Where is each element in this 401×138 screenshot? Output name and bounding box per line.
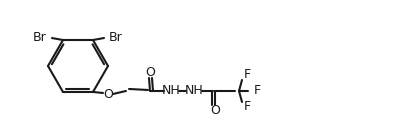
Text: F: F	[243, 100, 250, 113]
Text: F: F	[253, 84, 260, 97]
Text: NH: NH	[184, 84, 203, 97]
Text: Br: Br	[109, 30, 123, 43]
Text: F: F	[243, 68, 250, 81]
Text: O: O	[145, 67, 154, 79]
Text: O: O	[103, 88, 113, 101]
Text: NH: NH	[161, 84, 180, 97]
Text: Br: Br	[33, 30, 47, 43]
Text: O: O	[210, 104, 219, 117]
